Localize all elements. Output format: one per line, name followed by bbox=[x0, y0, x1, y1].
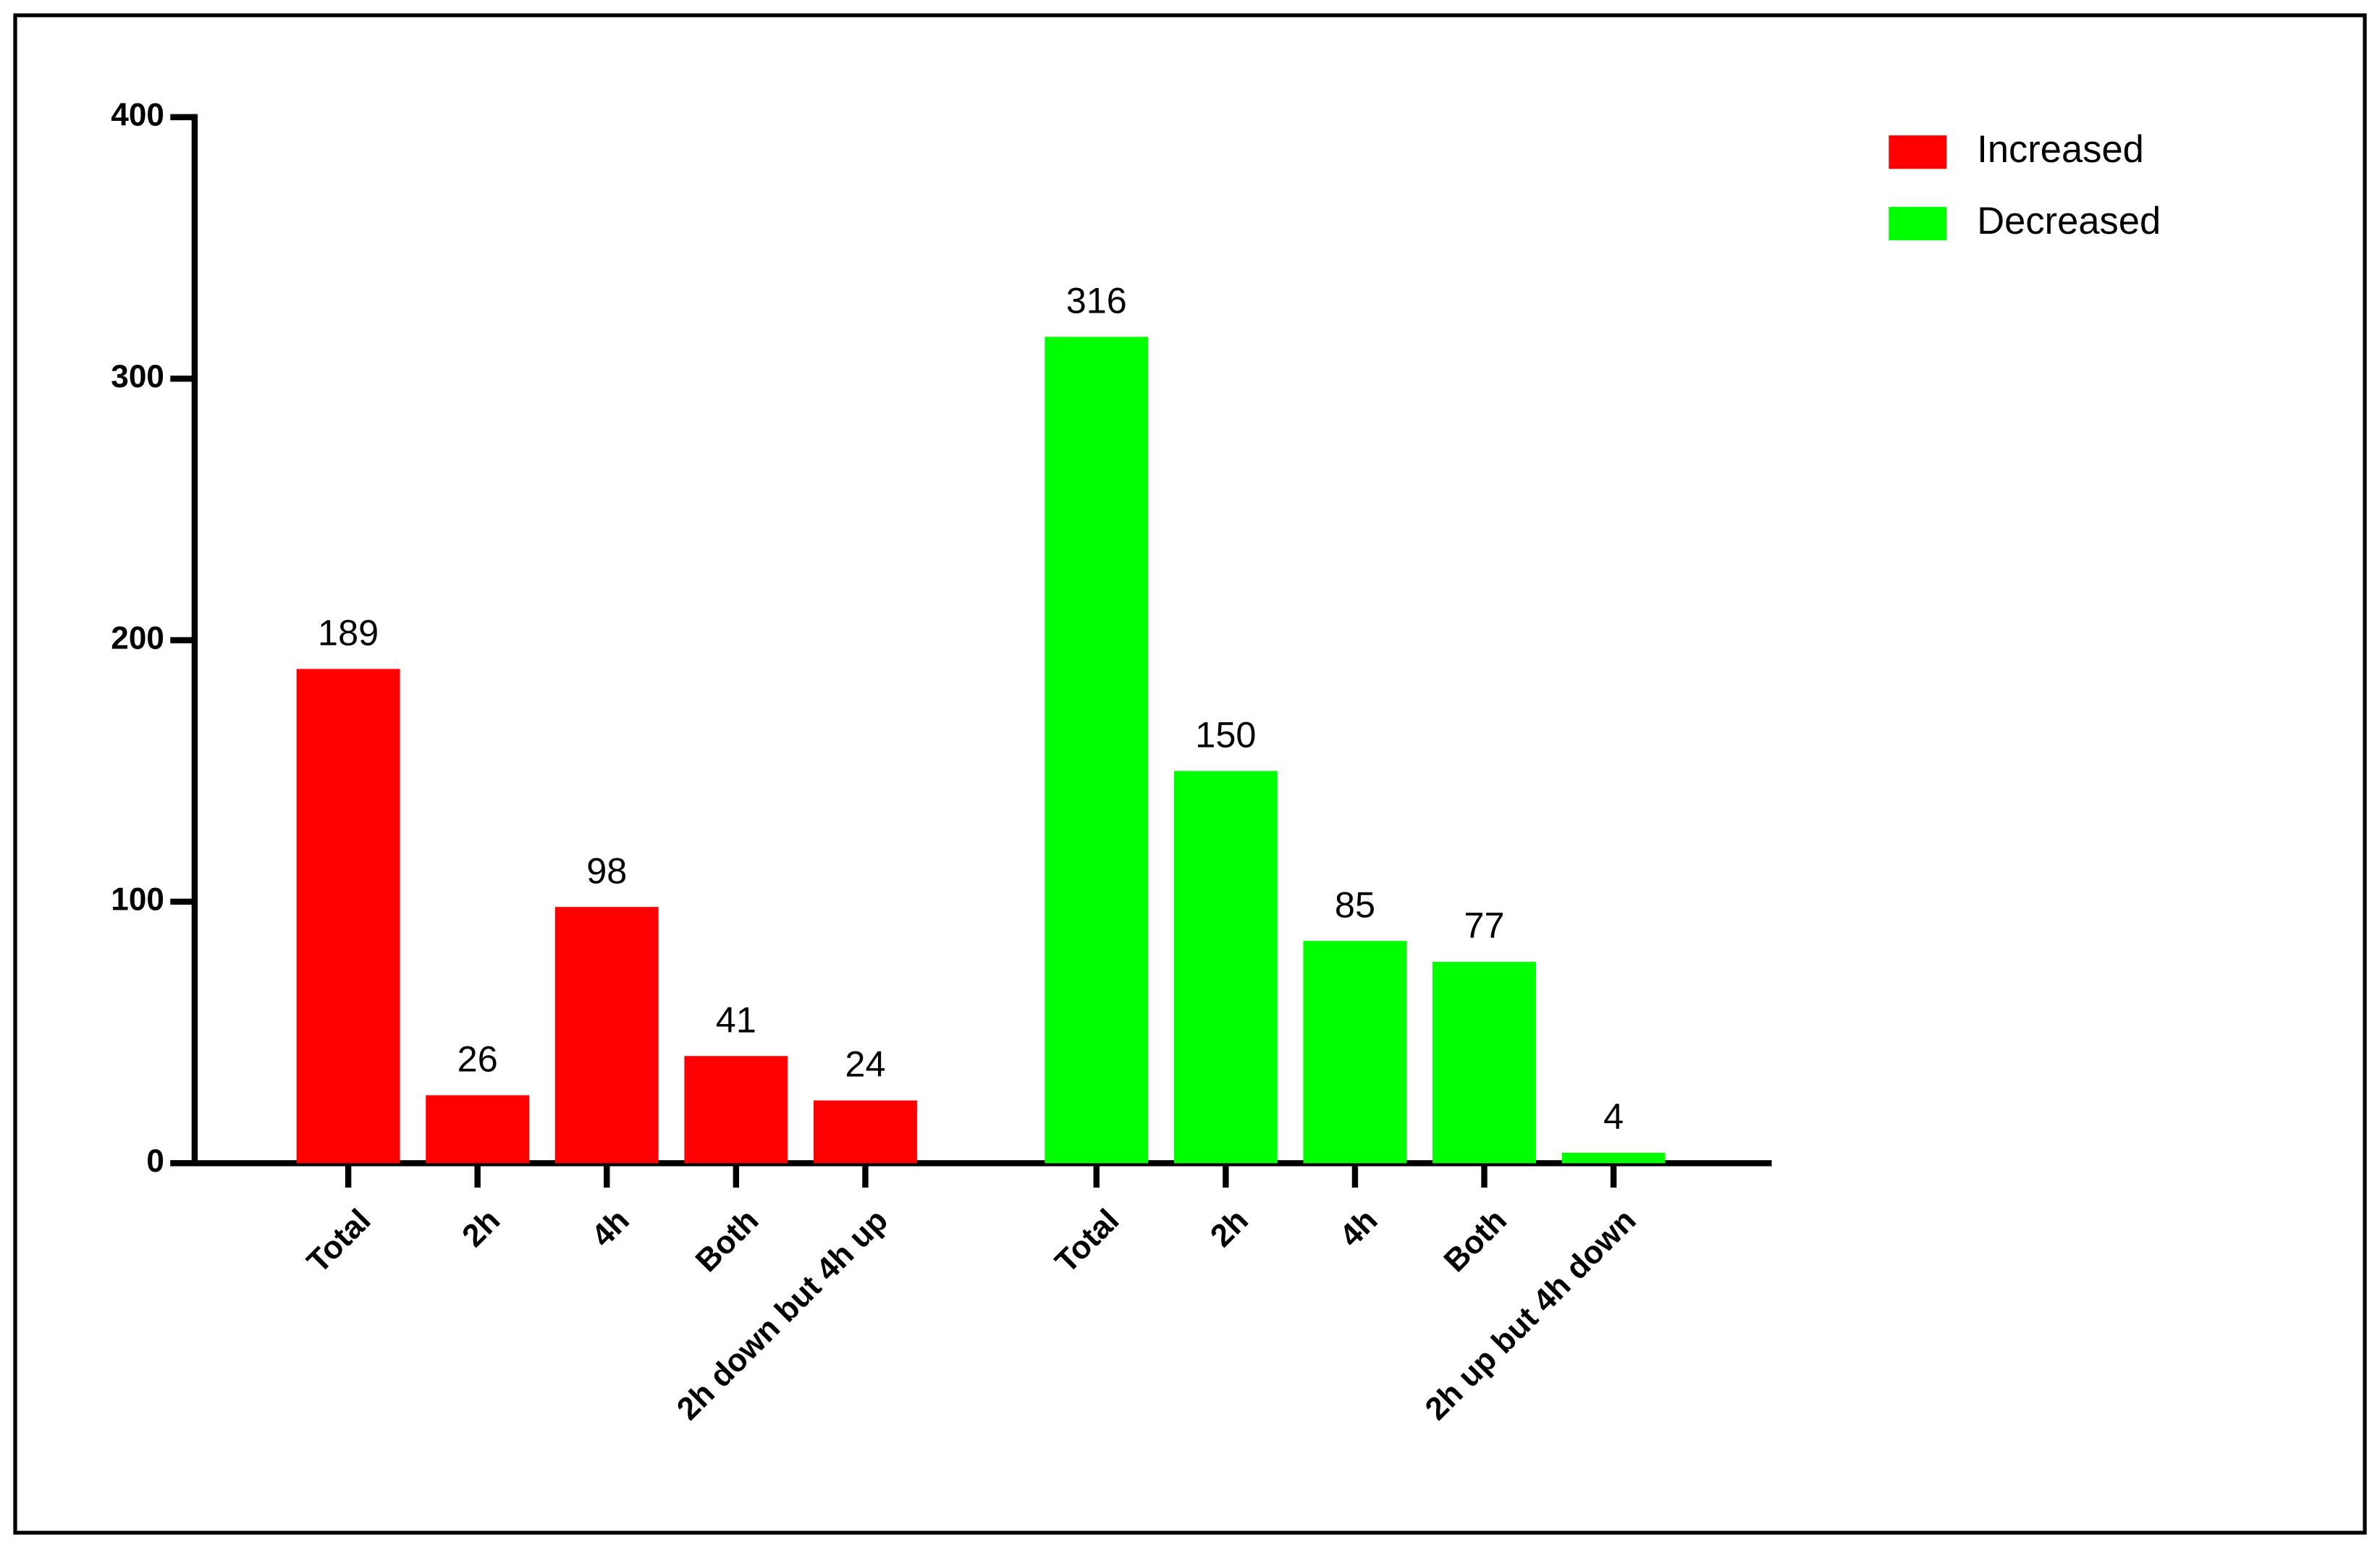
value-label: 41 bbox=[716, 999, 756, 1040]
bar bbox=[554, 907, 659, 1164]
y-tick-label: 100 bbox=[111, 882, 164, 918]
y-tick-label: 200 bbox=[111, 620, 164, 656]
value-label: 316 bbox=[1066, 280, 1127, 321]
value-label: 24 bbox=[845, 1044, 885, 1085]
bar bbox=[1173, 771, 1278, 1164]
value-label: 189 bbox=[318, 612, 379, 653]
y-tick-label: 400 bbox=[111, 98, 164, 133]
legend-swatch bbox=[1889, 206, 1947, 241]
legend-label: Increased bbox=[1977, 128, 2144, 171]
bar bbox=[1303, 941, 1407, 1164]
bar bbox=[1432, 962, 1536, 1164]
value-label: 77 bbox=[1464, 905, 1504, 946]
bar bbox=[684, 1056, 788, 1164]
y-tick-label: 0 bbox=[146, 1143, 164, 1179]
bar bbox=[296, 669, 400, 1164]
bar bbox=[814, 1100, 917, 1164]
y-tick-label: 300 bbox=[111, 359, 164, 394]
legend-swatch bbox=[1889, 135, 1947, 169]
bar bbox=[1561, 1152, 1666, 1164]
bar bbox=[426, 1095, 530, 1164]
value-label: 26 bbox=[457, 1038, 498, 1079]
value-label: 150 bbox=[1195, 714, 1256, 755]
legend-label: Decreased bbox=[1977, 200, 2161, 242]
value-label: 85 bbox=[1335, 884, 1375, 925]
value-label: 4 bbox=[1603, 1096, 1624, 1137]
value-label: 98 bbox=[586, 850, 627, 891]
bar bbox=[1045, 337, 1149, 1164]
